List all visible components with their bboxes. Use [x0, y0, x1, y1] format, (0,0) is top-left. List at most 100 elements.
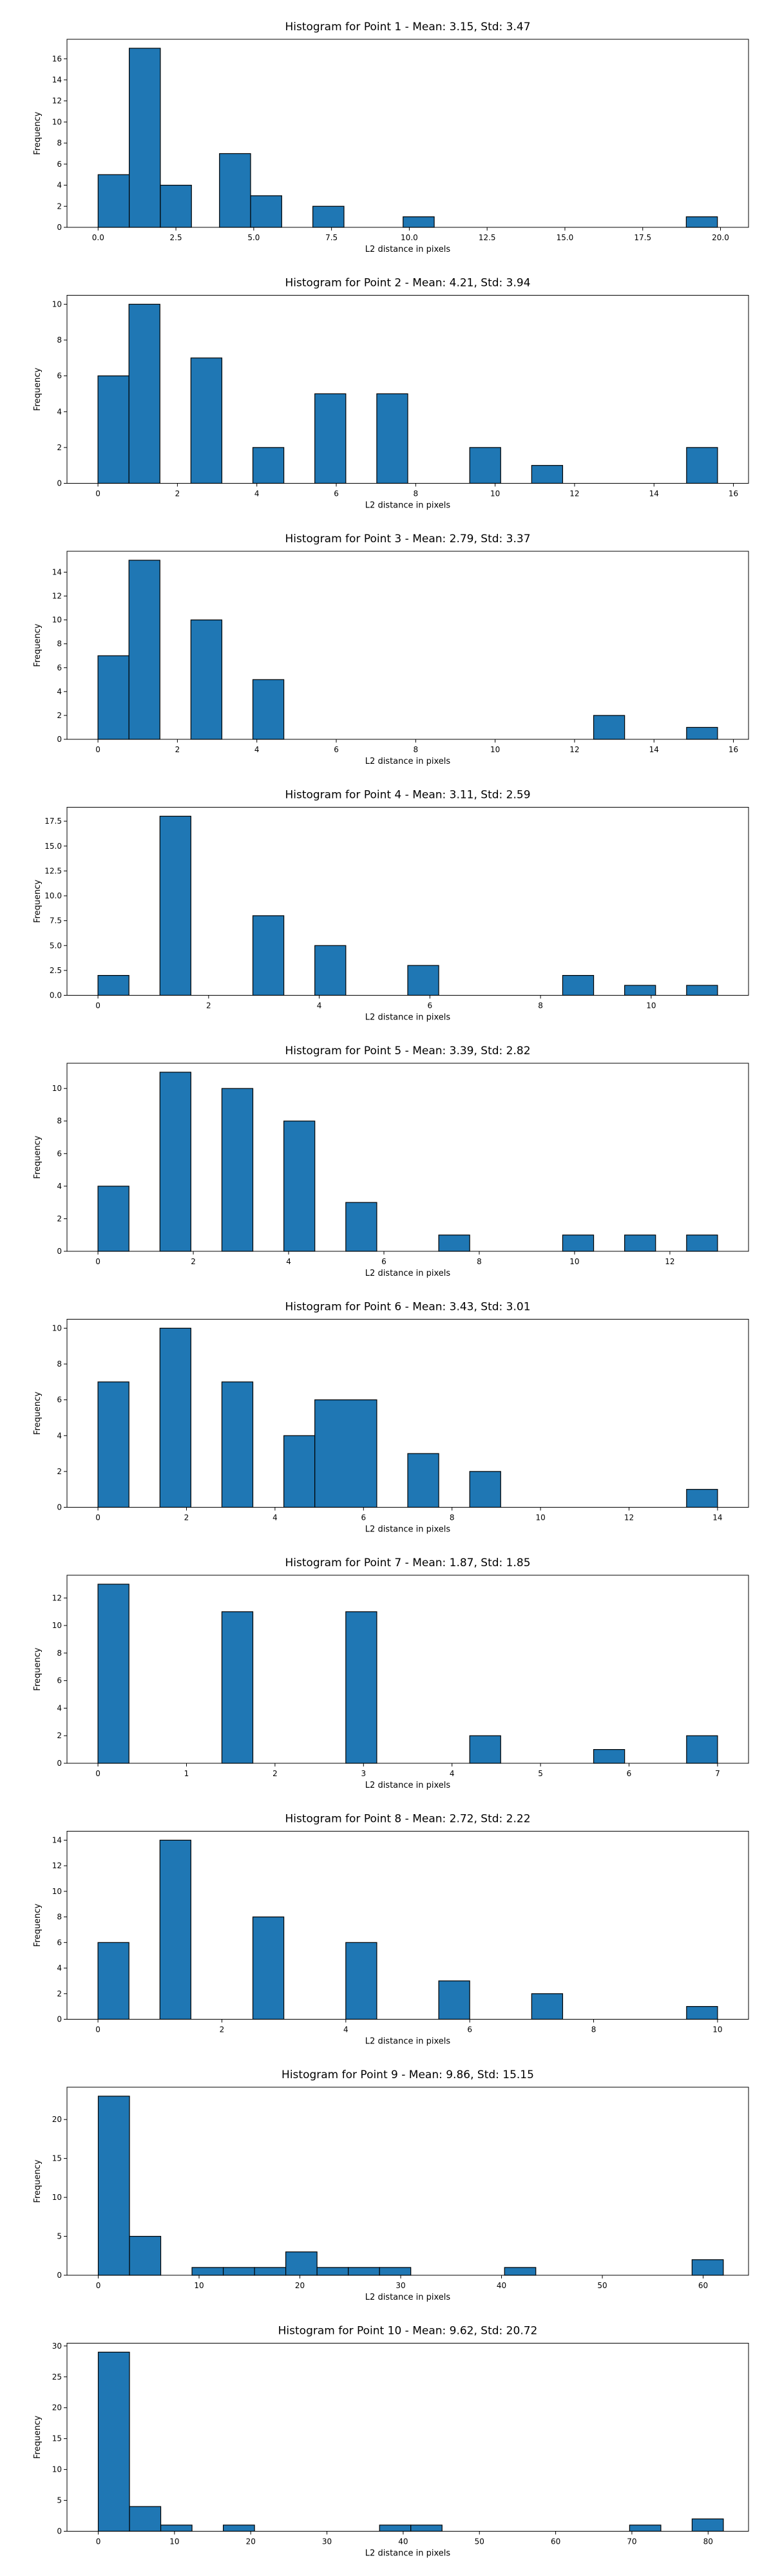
histogram-bar [469, 1735, 501, 1764]
histogram-bar [97, 975, 129, 996]
x-tick-label: 2 [175, 489, 180, 498]
histogram-bar [624, 1235, 656, 1252]
histogram-bar [223, 2524, 255, 2532]
histogram-bar [407, 1453, 439, 1508]
y-tick-label: 2 [57, 1989, 62, 1998]
x-tick-label: 4 [286, 1257, 291, 1266]
y-tick-label: 0 [57, 2015, 62, 2024]
y-tick-label: 7.5 [50, 916, 62, 925]
histogram-bar [190, 620, 223, 740]
histogram-bar [97, 2351, 130, 2532]
y-tick-label: 14 [52, 75, 62, 84]
x-tick-label: 0 [96, 2537, 101, 2546]
plot-frame [66, 551, 749, 740]
histogram-bar [285, 2251, 318, 2276]
x-tick-label: 0 [95, 1001, 100, 1010]
x-tick-label: 0 [95, 745, 100, 754]
x-tick-label: 10 [569, 1257, 579, 1266]
y-tick-label: 4 [57, 1964, 62, 1973]
x-tick-label: 1 [184, 1769, 189, 1778]
histogram-bar [252, 679, 285, 740]
x-tick-label: 30 [396, 2281, 405, 2290]
chart-title: Histogram for Point 3 - Mean: 2.79, Std:… [285, 533, 530, 545]
y-tick-label: 6 [57, 663, 62, 672]
x-tick-label: 6 [334, 489, 339, 498]
histogram-bar [254, 2267, 287, 2276]
histogram-bar [686, 1489, 718, 1508]
x-tick-label: 2.5 [170, 233, 182, 242]
x-tick-label: 17.5 [634, 233, 651, 242]
x-tick-label: 4 [317, 1001, 322, 1010]
x-tick-label: 20.0 [712, 233, 729, 242]
y-tick-label: 2.5 [50, 966, 62, 975]
histogram-bar [160, 2524, 193, 2532]
x-tick-label: 20 [246, 2537, 256, 2546]
y-axis-label: Frequency [33, 2159, 43, 2202]
x-tick-label: 0 [95, 1257, 100, 1266]
chart-title: Histogram for Point 1 - Mean: 3.15, Std:… [285, 21, 530, 33]
histogram-bar [97, 655, 129, 740]
histogram-bar [686, 726, 718, 740]
y-axis-label: Frequency [33, 1647, 43, 1690]
x-tick-label: 12.5 [479, 233, 496, 242]
x-tick-label: 4 [254, 745, 260, 754]
y-tick-label: 0 [57, 2527, 62, 2536]
histogram-bar [314, 1399, 377, 1508]
histogram-bar [379, 2267, 412, 2276]
chart-title: Histogram for Point 10 - Mean: 9.62, Std… [278, 2325, 538, 2338]
x-tick-label: 7.5 [325, 233, 338, 242]
x-tick-label: 0 [95, 489, 100, 498]
x-tick-label: 70 [627, 2537, 636, 2546]
x-axis-label: L2 distance in pixels [365, 1013, 451, 1023]
plot-frame [66, 1063, 749, 1252]
y-tick-label: 8 [57, 138, 62, 147]
y-axis-label: Frequency [33, 111, 43, 155]
histogram-bar [128, 303, 160, 484]
x-tick-label: 0 [95, 1513, 100, 1522]
histogram-bar [624, 985, 656, 996]
histogram-bar [438, 1235, 470, 1252]
x-tick-label: 8 [538, 1001, 543, 1010]
y-tick-label: 10 [52, 299, 62, 308]
y-axis-label: Frequency [33, 623, 43, 667]
x-tick-label: 3 [361, 1769, 366, 1778]
x-tick-label: 14 [649, 489, 659, 498]
y-axis-label: Frequency [33, 880, 43, 923]
histogram-bar [469, 1471, 501, 1508]
histogram-bar [629, 2524, 662, 2532]
histogram-bar [129, 48, 161, 228]
y-tick-label: 6 [57, 1938, 62, 1947]
x-tick-label: 6 [381, 1257, 386, 1266]
x-tick-label: 0 [95, 1769, 100, 1778]
histogram-bar [379, 2524, 412, 2532]
x-axis-label: L2 distance in pixels [365, 501, 451, 511]
y-tick-label: 6 [57, 1676, 62, 1685]
histogram-panel: Histogram for Point 4 - Mean: 3.11, Std:… [33, 789, 749, 1023]
y-tick-label: 10 [52, 117, 62, 126]
histogram-bar [686, 1735, 718, 1764]
histogram-panel: Histogram for Point 8 - Mean: 2.72, Std:… [33, 1813, 749, 2047]
y-tick-label: 14 [52, 567, 62, 576]
x-axis-label: L2 distance in pixels [365, 245, 451, 254]
x-tick-label: 40 [398, 2537, 408, 2546]
histogram-bar [691, 2518, 724, 2532]
plot-frame [66, 295, 749, 484]
x-axis-label: L2 distance in pixels [365, 2549, 451, 2559]
x-tick-label: 50 [597, 2281, 607, 2290]
histogram-bar [159, 815, 191, 996]
y-tick-label: 12 [52, 97, 62, 106]
y-tick-label: 6 [57, 160, 62, 169]
x-tick-label: 60 [551, 2537, 560, 2546]
histogram-bar [97, 1584, 129, 1764]
x-tick-label: 40 [497, 2281, 506, 2290]
histogram-bar [691, 2259, 724, 2276]
y-tick-label: 0 [57, 1759, 62, 1768]
y-tick-label: 0.0 [50, 991, 62, 1000]
plot-frame [66, 807, 749, 996]
chart-title: Histogram for Point 9 - Mean: 9.86, Std:… [282, 2069, 534, 2081]
histogram-bar [316, 2267, 349, 2276]
chart-title: Histogram for Point 7 - Mean: 1.87, Std:… [285, 1557, 530, 1569]
histogram-panel: Histogram for Point 2 - Mean: 4.21, Std:… [33, 277, 749, 511]
histogram-bar [469, 447, 501, 484]
